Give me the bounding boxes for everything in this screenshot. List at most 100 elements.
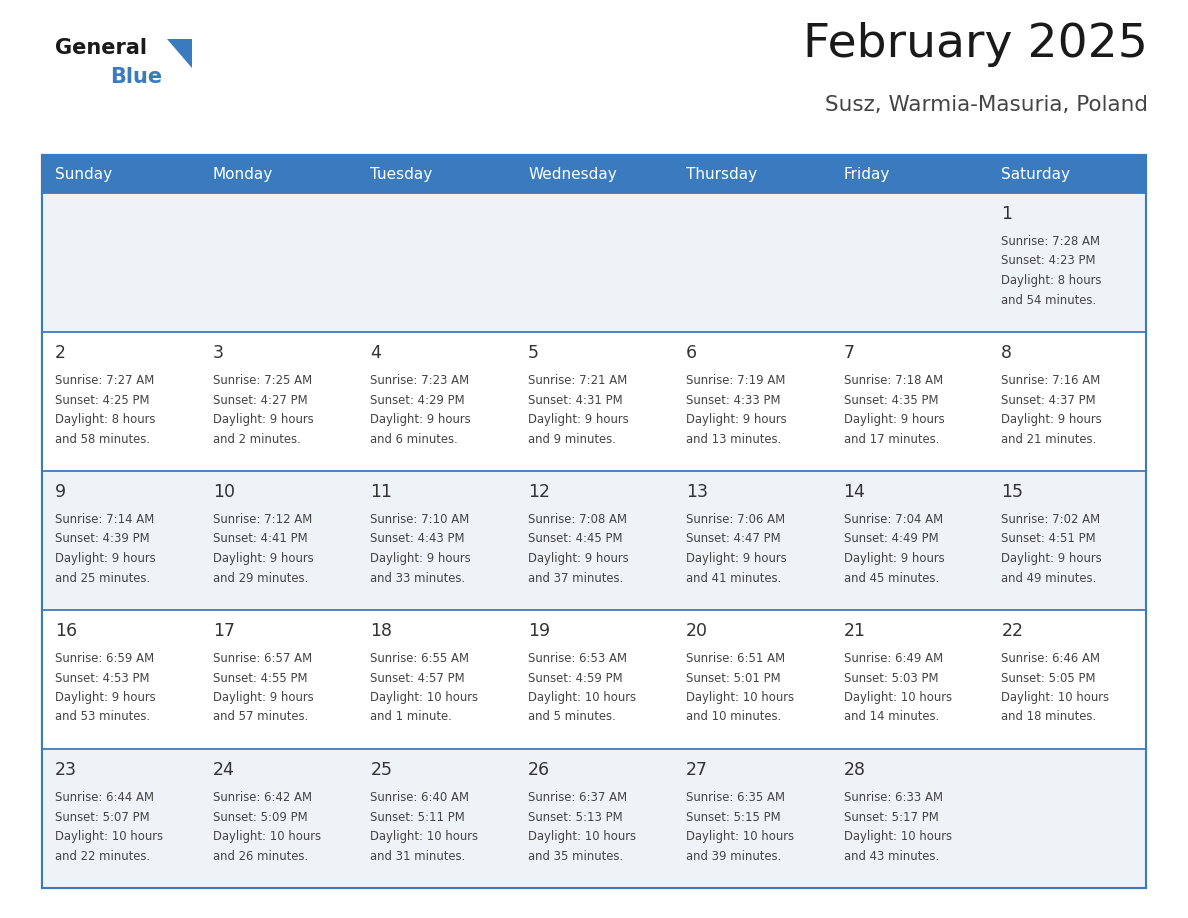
Text: Monday: Monday xyxy=(213,166,273,182)
Text: Daylight: 10 hours: Daylight: 10 hours xyxy=(685,830,794,843)
Text: Sunset: 4:41 PM: Sunset: 4:41 PM xyxy=(213,532,308,545)
Text: 9: 9 xyxy=(55,483,67,501)
Text: Sunrise: 6:37 AM: Sunrise: 6:37 AM xyxy=(529,791,627,804)
Text: Sunset: 5:13 PM: Sunset: 5:13 PM xyxy=(529,811,623,823)
Text: Sunset: 4:27 PM: Sunset: 4:27 PM xyxy=(213,394,308,407)
Text: Sunset: 5:17 PM: Sunset: 5:17 PM xyxy=(843,811,939,823)
Text: Susz, Warmia-Masuria, Poland: Susz, Warmia-Masuria, Poland xyxy=(824,95,1148,115)
Text: 6: 6 xyxy=(685,344,697,362)
Text: and 35 minutes.: and 35 minutes. xyxy=(529,849,624,863)
Bar xyxy=(830,193,988,332)
Bar xyxy=(830,471,988,610)
Text: Sunset: 4:51 PM: Sunset: 4:51 PM xyxy=(1001,532,1095,545)
Bar xyxy=(516,471,672,610)
Text: Sunrise: 6:49 AM: Sunrise: 6:49 AM xyxy=(843,652,943,665)
Text: 4: 4 xyxy=(371,344,381,362)
Text: and 29 minutes.: and 29 minutes. xyxy=(213,572,308,585)
Bar xyxy=(988,332,1146,471)
Text: Sunset: 4:31 PM: Sunset: 4:31 PM xyxy=(529,394,623,407)
Text: Sunrise: 7:08 AM: Sunrise: 7:08 AM xyxy=(529,513,627,526)
Text: Sunrise: 6:33 AM: Sunrise: 6:33 AM xyxy=(843,791,942,804)
Text: Daylight: 10 hours: Daylight: 10 hours xyxy=(529,830,636,843)
Bar xyxy=(200,471,358,610)
Text: Sunset: 5:09 PM: Sunset: 5:09 PM xyxy=(213,811,308,823)
Text: Sunrise: 7:12 AM: Sunrise: 7:12 AM xyxy=(213,513,312,526)
Text: Sunrise: 6:44 AM: Sunrise: 6:44 AM xyxy=(55,791,154,804)
Bar xyxy=(42,471,200,610)
Text: Daylight: 9 hours: Daylight: 9 hours xyxy=(55,691,156,704)
Text: Daylight: 10 hours: Daylight: 10 hours xyxy=(371,691,479,704)
Text: Sunrise: 6:59 AM: Sunrise: 6:59 AM xyxy=(55,652,154,665)
Text: Sunset: 4:57 PM: Sunset: 4:57 PM xyxy=(371,671,465,685)
Text: Sunset: 4:53 PM: Sunset: 4:53 PM xyxy=(55,671,150,685)
Text: Sunrise: 7:21 AM: Sunrise: 7:21 AM xyxy=(529,374,627,387)
Text: Daylight: 9 hours: Daylight: 9 hours xyxy=(371,552,472,565)
Bar xyxy=(200,193,358,332)
Bar xyxy=(358,610,516,749)
Text: Sunset: 4:43 PM: Sunset: 4:43 PM xyxy=(371,532,465,545)
Bar xyxy=(42,610,200,749)
Text: 10: 10 xyxy=(213,483,235,501)
Text: and 49 minutes.: and 49 minutes. xyxy=(1001,572,1097,585)
Text: Sunrise: 7:18 AM: Sunrise: 7:18 AM xyxy=(843,374,943,387)
Bar xyxy=(42,155,200,193)
Text: Daylight: 8 hours: Daylight: 8 hours xyxy=(1001,274,1101,287)
Bar xyxy=(672,471,830,610)
Text: and 9 minutes.: and 9 minutes. xyxy=(529,432,617,445)
Text: Daylight: 9 hours: Daylight: 9 hours xyxy=(685,552,786,565)
Text: Daylight: 10 hours: Daylight: 10 hours xyxy=(843,691,952,704)
Text: 17: 17 xyxy=(213,622,235,640)
Bar xyxy=(988,610,1146,749)
Text: Daylight: 9 hours: Daylight: 9 hours xyxy=(371,413,472,426)
Bar xyxy=(42,332,200,471)
Text: Sunset: 4:33 PM: Sunset: 4:33 PM xyxy=(685,394,781,407)
Text: Sunrise: 7:27 AM: Sunrise: 7:27 AM xyxy=(55,374,154,387)
Text: 27: 27 xyxy=(685,761,708,779)
Text: and 45 minutes.: and 45 minutes. xyxy=(843,572,939,585)
Bar xyxy=(516,155,672,193)
Text: 11: 11 xyxy=(371,483,392,501)
Text: Daylight: 9 hours: Daylight: 9 hours xyxy=(843,552,944,565)
Text: and 54 minutes.: and 54 minutes. xyxy=(1001,294,1097,307)
Text: Sunset: 5:01 PM: Sunset: 5:01 PM xyxy=(685,671,781,685)
Bar xyxy=(516,610,672,749)
Bar xyxy=(988,471,1146,610)
Text: Sunrise: 6:55 AM: Sunrise: 6:55 AM xyxy=(371,652,469,665)
Text: Tuesday: Tuesday xyxy=(371,166,432,182)
Text: 14: 14 xyxy=(843,483,865,501)
Text: and 53 minutes.: and 53 minutes. xyxy=(55,711,150,723)
Text: Daylight: 9 hours: Daylight: 9 hours xyxy=(529,413,628,426)
Text: Sunrise: 7:25 AM: Sunrise: 7:25 AM xyxy=(213,374,311,387)
Text: Daylight: 9 hours: Daylight: 9 hours xyxy=(55,552,156,565)
Text: Daylight: 9 hours: Daylight: 9 hours xyxy=(685,413,786,426)
Text: 26: 26 xyxy=(529,761,550,779)
Bar xyxy=(358,332,516,471)
Text: and 43 minutes.: and 43 minutes. xyxy=(843,849,939,863)
Text: Sunset: 4:49 PM: Sunset: 4:49 PM xyxy=(843,532,939,545)
Text: Sunrise: 7:10 AM: Sunrise: 7:10 AM xyxy=(371,513,469,526)
Text: Sunrise: 7:23 AM: Sunrise: 7:23 AM xyxy=(371,374,469,387)
Bar xyxy=(200,332,358,471)
Text: Sunrise: 6:42 AM: Sunrise: 6:42 AM xyxy=(213,791,311,804)
Bar xyxy=(200,155,358,193)
Text: Sunday: Sunday xyxy=(55,166,112,182)
Bar xyxy=(358,155,516,193)
Text: Daylight: 9 hours: Daylight: 9 hours xyxy=(1001,413,1102,426)
Text: Sunrise: 7:19 AM: Sunrise: 7:19 AM xyxy=(685,374,785,387)
Bar xyxy=(516,332,672,471)
Text: and 5 minutes.: and 5 minutes. xyxy=(529,711,615,723)
Text: 19: 19 xyxy=(529,622,550,640)
Text: and 26 minutes.: and 26 minutes. xyxy=(213,849,308,863)
Text: 8: 8 xyxy=(1001,344,1012,362)
Text: Daylight: 10 hours: Daylight: 10 hours xyxy=(213,830,321,843)
Bar xyxy=(988,749,1146,888)
Text: Daylight: 10 hours: Daylight: 10 hours xyxy=(371,830,479,843)
Text: and 58 minutes.: and 58 minutes. xyxy=(55,432,150,445)
Text: Sunset: 4:47 PM: Sunset: 4:47 PM xyxy=(685,532,781,545)
Text: Sunset: 4:25 PM: Sunset: 4:25 PM xyxy=(55,394,150,407)
Bar xyxy=(672,332,830,471)
Text: Daylight: 9 hours: Daylight: 9 hours xyxy=(843,413,944,426)
Text: Daylight: 10 hours: Daylight: 10 hours xyxy=(843,830,952,843)
Text: Daylight: 9 hours: Daylight: 9 hours xyxy=(213,691,314,704)
Text: Sunset: 5:05 PM: Sunset: 5:05 PM xyxy=(1001,671,1095,685)
